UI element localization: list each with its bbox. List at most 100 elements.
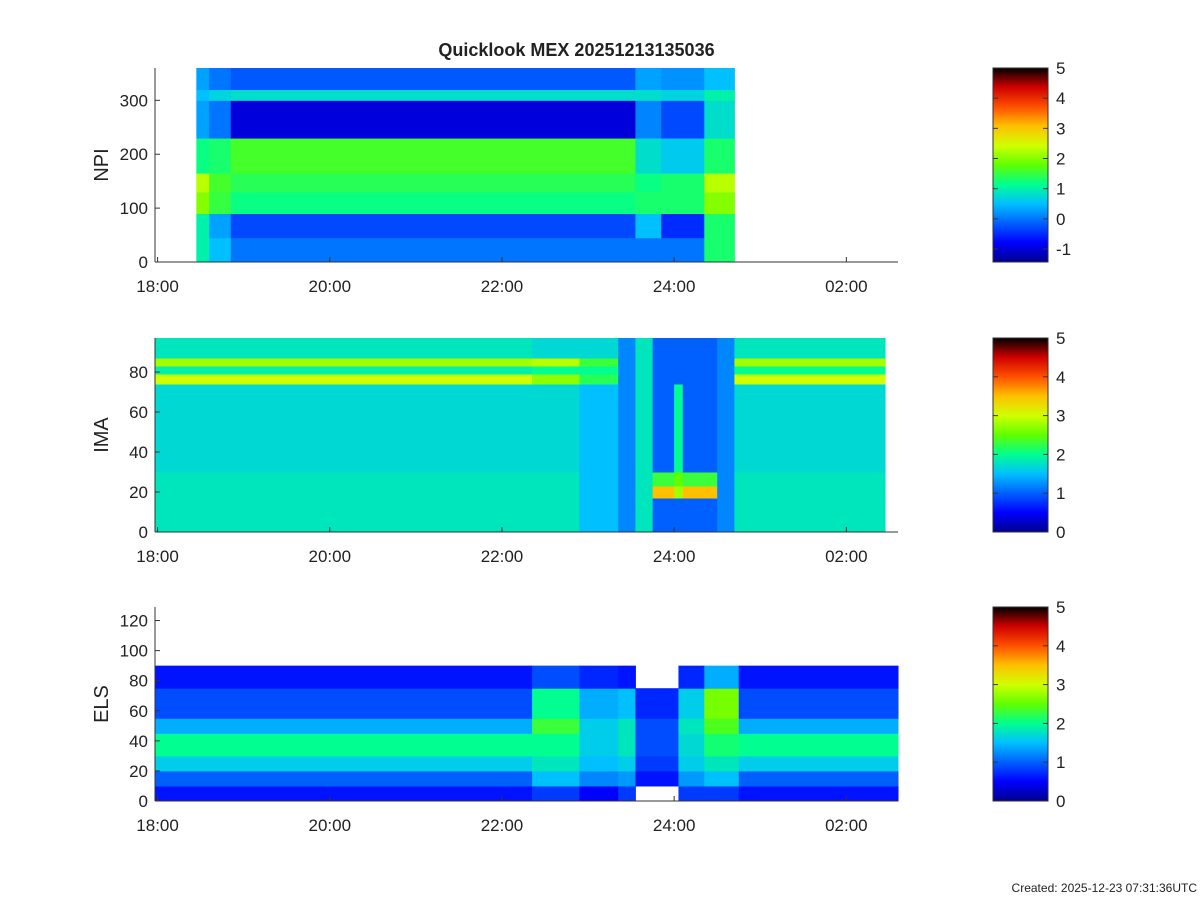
heatmap-cell [230, 237, 636, 263]
heatmap-cell [734, 498, 886, 533]
heatmap-cell [635, 486, 654, 499]
heatmap-cell [717, 472, 735, 487]
heatmap-cell [618, 374, 636, 385]
y-tick-label: 80 [129, 363, 148, 382]
x-tick-label: 18:00 [136, 816, 179, 835]
heatmap-cell [209, 237, 232, 263]
heatmap-cell [635, 770, 679, 787]
heatmap-cell [704, 755, 740, 772]
heatmap-cell [618, 486, 636, 499]
heatmap-cell [618, 358, 636, 367]
colorbar-tick-label: 4 [1056, 89, 1065, 108]
heatmap-cell [230, 173, 636, 193]
heatmap-cell [532, 374, 580, 385]
heatmap-cell [734, 366, 886, 375]
heatmap-cell [674, 338, 684, 359]
chart-title: Quicklook MEX 20251213135036 [438, 40, 714, 60]
x-tick-label: 20:00 [308, 277, 351, 296]
x-tick-label: 02:00 [825, 547, 868, 566]
heatmap-cell [532, 688, 580, 719]
heatmap-cell [704, 688, 740, 719]
x-tick-label: 02:00 [825, 816, 868, 835]
colorbar-tick-label: 1 [1056, 180, 1065, 199]
heatmap-cell [678, 665, 705, 689]
heatmap-cell [652, 374, 675, 385]
heatmap-cell [635, 688, 679, 719]
heatmap-cell [618, 472, 636, 487]
heatmap-cell [704, 213, 735, 239]
heatmap-cell [661, 191, 705, 214]
heatmap-cell [738, 718, 899, 734]
colorbar-tick-label: 0 [1056, 792, 1065, 811]
heatmap-cell [155, 498, 533, 533]
heatmap-cell [635, 213, 662, 239]
heatmap-cell [155, 366, 533, 375]
colorbar-tick-label: -1 [1056, 240, 1071, 259]
heatmap-cell [230, 68, 636, 91]
heatmap-cell [635, 237, 662, 263]
heatmap-cell [674, 486, 684, 499]
heatmap-cell [738, 665, 899, 689]
heatmap-cell [196, 173, 210, 193]
y-tick-label: 20 [129, 483, 148, 502]
x-tick-label: 20:00 [308, 816, 351, 835]
heatmap-cell [230, 100, 636, 139]
heatmap-cell [635, 138, 662, 174]
heatmap-cell [674, 472, 684, 487]
heatmap-cell [155, 770, 533, 787]
heatmap-cell [579, 486, 619, 499]
heatmap-cell [635, 718, 679, 734]
x-tick-label: 22:00 [481, 277, 524, 296]
colorbar-tick-label: 4 [1056, 637, 1065, 656]
heatmap-cell [532, 755, 580, 772]
heatmap-cell [532, 366, 580, 375]
heatmap-cell [579, 785, 619, 802]
x-tick-label: 24:00 [653, 277, 696, 296]
heatmap-cell [532, 718, 580, 734]
heatmap-cell [682, 498, 718, 533]
heatmap-cell [155, 358, 533, 367]
colorbar-tick-label: 1 [1056, 484, 1065, 503]
colorbar-tick-label: 5 [1056, 598, 1065, 617]
heatmap-cell [579, 358, 619, 367]
heatmap-cell [618, 688, 636, 719]
colorbar [992, 337, 1049, 533]
heatmap-cell [230, 138, 636, 174]
y-tick-label: 0 [139, 523, 148, 542]
heatmap-cell [230, 213, 636, 239]
heatmap-cell [635, 366, 654, 375]
heatmap-cell [635, 89, 662, 101]
heatmap-cell [579, 755, 619, 772]
heatmap-cell [196, 237, 210, 263]
heatmap-cell [734, 358, 886, 367]
heatmap-cell [532, 472, 580, 487]
heatmap-cell [674, 366, 684, 375]
heatmap-cell [209, 213, 232, 239]
heatmap-cell [704, 173, 735, 193]
heatmap-cell [532, 338, 580, 359]
y-tick-label: 0 [139, 253, 148, 272]
colorbar-tick-label: 2 [1056, 445, 1065, 464]
heatmap-cell [734, 486, 886, 499]
heatmap-cell [678, 688, 705, 719]
heatmap-cell [652, 338, 675, 359]
heatmap-cell [579, 472, 619, 487]
heatmap-cell [661, 68, 705, 91]
heatmap-cell [674, 498, 684, 533]
heatmap-cell [230, 191, 636, 214]
heatmap-cell [635, 498, 654, 533]
colorbar-tick-label: 0 [1056, 523, 1065, 542]
colorbar-tick-label: 2 [1056, 150, 1065, 169]
x-tick-label: 24:00 [653, 547, 696, 566]
colorbar [992, 67, 1049, 263]
y-tick-label: 100 [120, 199, 148, 218]
y-tick-label: 40 [129, 443, 148, 462]
colorbar-tick-label: 0 [1056, 210, 1065, 229]
heatmap-cell [682, 384, 718, 473]
y-tick-label: 20 [129, 762, 148, 781]
heatmap-cell [738, 785, 899, 802]
x-tick-label: 18:00 [136, 547, 179, 566]
heatmap-cell [155, 785, 533, 802]
heatmap-cell [652, 486, 675, 499]
